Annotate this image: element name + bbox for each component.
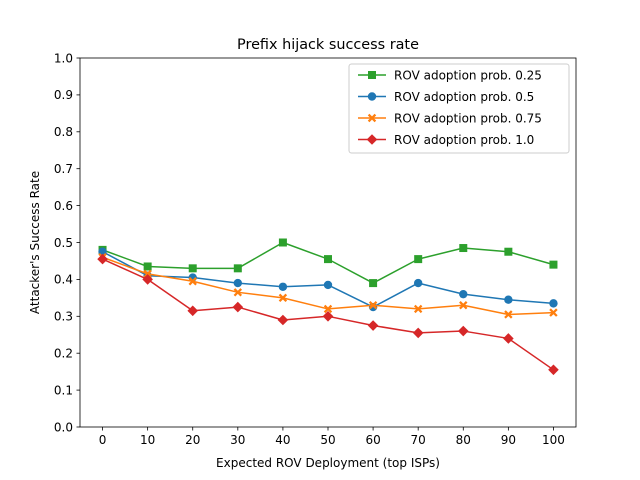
data-point: [367, 320, 379, 331]
data-point: [232, 301, 244, 313]
data-point: [368, 301, 378, 310]
data-point: [233, 264, 242, 273]
data-point: [459, 289, 468, 299]
legend-label: ROV adoption prob. 1.0: [394, 133, 534, 147]
data-point: [188, 264, 197, 273]
data-point: [278, 238, 287, 247]
y-tick-label: 0.8: [54, 125, 73, 139]
legend: ROV adoption prob. 0.25 ROV adoption prob…: [348, 63, 570, 154]
x-tick-label: 10: [140, 433, 155, 447]
x-tick-label: 40: [275, 433, 290, 447]
y-tick-label: 0.4: [54, 273, 73, 287]
y-tick-label: 0.5: [54, 236, 73, 250]
data-point: [322, 311, 334, 322]
data-point: [323, 280, 333, 290]
x-tick-label: 30: [230, 433, 245, 447]
data-point: [278, 293, 288, 303]
data-point: [504, 295, 513, 304]
series-4: [97, 253, 559, 376]
y-axis-label: Attacker's Success Rate: [28, 171, 42, 314]
data-point: [187, 305, 199, 317]
data-point: [459, 301, 468, 310]
data-point: [413, 304, 423, 314]
series-2: [98, 247, 558, 312]
data-point: [369, 279, 378, 288]
data-point: [143, 269, 152, 279]
x-tick-label: 60: [365, 433, 380, 447]
y-tick-label: 0.0: [54, 420, 73, 434]
y-tick-label: 0.9: [54, 88, 73, 102]
x-tick-label: 80: [456, 433, 471, 447]
x-axis-label: Expected ROV Deployment (top ISPs): [216, 456, 440, 470]
data-point: [413, 278, 423, 288]
plot-area: 0 10 20 30 40 50 60 70 80 90 100 0.0 0.1 0.2 0.3 0.4 0.5…: [54, 51, 577, 447]
data-point: [188, 277, 197, 286]
data-point: [549, 308, 558, 317]
data-point: [233, 288, 243, 297]
y-tick-label: 0.2: [54, 347, 73, 361]
x-tick-label: 100: [542, 433, 565, 447]
legend-label: ROV adoption prob. 0.5: [394, 90, 534, 104]
y-tick-label: 0.6: [54, 199, 73, 213]
data-point: [324, 255, 332, 264]
x-tick-label: 90: [501, 433, 516, 447]
data-point: [504, 310, 513, 319]
legend-label: ROV adoption prob. 0.25: [394, 69, 542, 83]
data-point: [549, 299, 558, 308]
x-tick-label: 0: [99, 433, 107, 447]
data-point: [457, 325, 469, 337]
y-tick-label: 0.3: [54, 310, 73, 324]
data-point: [278, 282, 288, 291]
data-point: [323, 304, 333, 314]
data-point: [504, 247, 513, 256]
legend-item: ROV adoption prob. 1.0: [358, 133, 534, 147]
data-point: [503, 333, 514, 344]
data-point: [548, 364, 559, 376]
data-point: [412, 327, 424, 339]
legend-marker: [368, 71, 376, 79]
legend-marker: [367, 113, 377, 123]
y-tick-label: 0.7: [54, 162, 73, 176]
legend-item: ROV adoption prob. 0.25: [358, 69, 542, 83]
data-point: [142, 274, 153, 285]
x-tick-label: 70: [411, 433, 426, 447]
legend-marker: [367, 92, 377, 101]
legend-marker: [366, 134, 378, 145]
series-3: [98, 253, 558, 319]
data-point: [143, 262, 152, 271]
data-point: [277, 314, 289, 326]
chart-title: Prefix hijack success rate: [237, 37, 419, 53]
legend-item: ROV adoption prob. 0.5: [358, 90, 534, 104]
legend-box: [348, 63, 570, 154]
legend-label: ROV adoption prob. 0.75: [394, 112, 542, 126]
data-point: [97, 253, 108, 265]
data-point: [459, 244, 468, 253]
data-point: [549, 260, 558, 269]
y-tick-label: 1.0: [54, 51, 73, 65]
y-tick-label: 0.1: [54, 383, 73, 397]
data-point: [414, 255, 423, 264]
legend-item: ROV adoption prob. 0.75: [358, 112, 542, 126]
data-point: [233, 278, 243, 288]
series-1: [98, 238, 558, 288]
x-tick-label: 50: [320, 433, 335, 447]
x-tick-label: 20: [185, 433, 200, 447]
